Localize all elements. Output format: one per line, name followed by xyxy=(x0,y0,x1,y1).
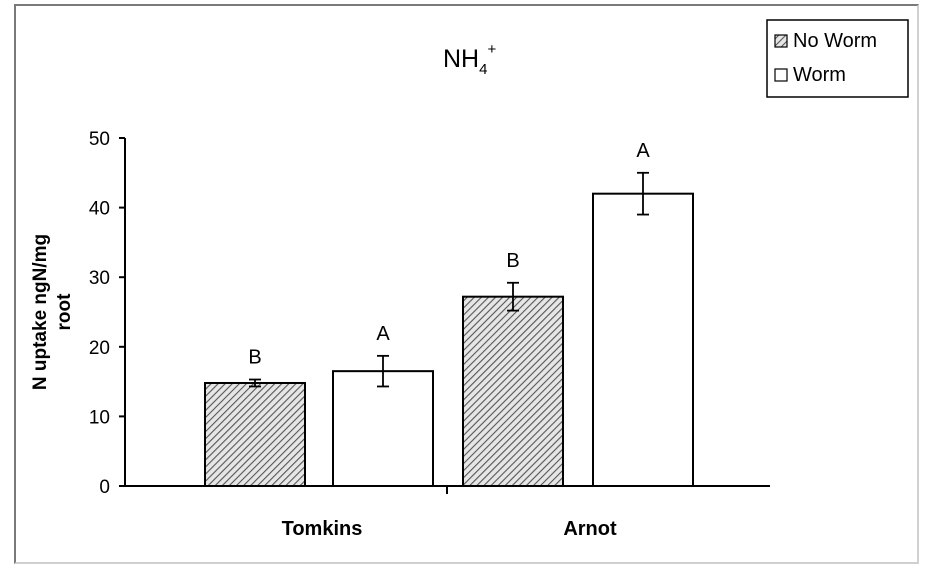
y-axis-label: N uptake ngN/mg root xyxy=(30,234,75,390)
y-tick-label: 50 xyxy=(89,129,110,150)
legend: No Worm Worm xyxy=(766,19,909,98)
legend-swatch-no-worm xyxy=(774,34,788,48)
bar-no-worm-tomkins xyxy=(204,381,306,488)
chart-frame xyxy=(14,4,919,564)
significance-letter: B xyxy=(506,250,519,272)
legend-label-no-worm: No Worm xyxy=(793,30,877,52)
bar-worm-arnot xyxy=(592,192,694,487)
bar-worm-tomkins xyxy=(332,370,434,487)
chart-title: NH4+ xyxy=(443,41,496,78)
y-tick-label: 20 xyxy=(89,338,110,359)
legend-label-worm: Worm xyxy=(793,64,846,86)
y-tick-label: 0 xyxy=(99,477,110,498)
significance-letter: A xyxy=(636,140,650,162)
y-tick-label: 40 xyxy=(89,199,110,220)
x-tick-label-arnot: Arnot xyxy=(563,518,617,540)
y-tick-label: 10 xyxy=(89,407,110,428)
x-tick-label-tomkins: Tomkins xyxy=(282,518,363,540)
legend-swatch-worm xyxy=(774,68,788,82)
y-tick-label: 30 xyxy=(89,268,110,289)
legend-box xyxy=(766,19,909,98)
significance-letter: A xyxy=(376,323,390,345)
significance-letter: B xyxy=(248,347,261,369)
bar-no-worm-arnot xyxy=(462,295,564,487)
